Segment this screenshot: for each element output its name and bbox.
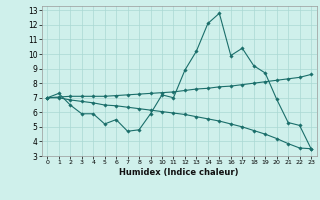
X-axis label: Humidex (Indice chaleur): Humidex (Indice chaleur) bbox=[119, 168, 239, 177]
